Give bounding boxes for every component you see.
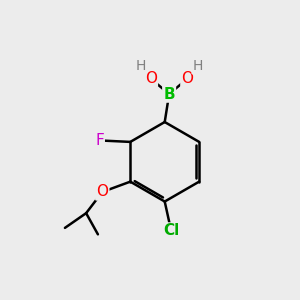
Text: O: O [182,71,194,86]
Text: O: O [96,184,108,200]
Text: B: B [163,87,175,102]
Text: Cl: Cl [163,224,179,238]
Text: O: O [145,71,157,86]
Text: H: H [193,59,203,74]
Text: F: F [95,133,104,148]
Text: H: H [135,59,146,74]
